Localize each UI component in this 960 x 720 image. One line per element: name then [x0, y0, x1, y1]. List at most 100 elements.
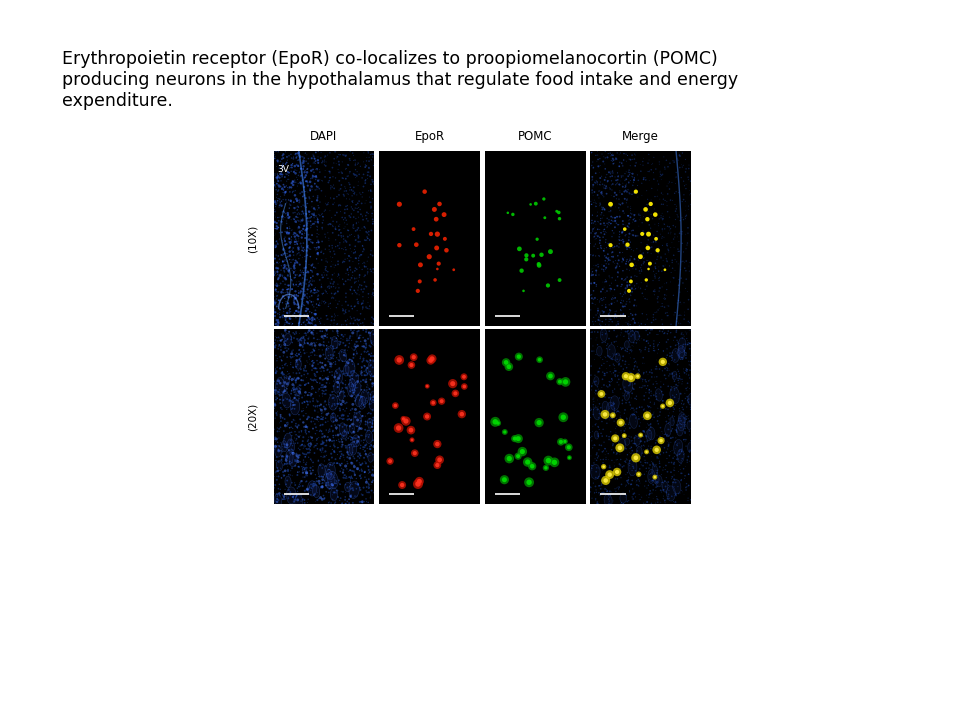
Point: [356, 355, 372, 366]
Point: [332, 224, 348, 235]
Point: [674, 212, 689, 223]
Point: [678, 210, 693, 222]
Point: [658, 293, 673, 305]
Point: [275, 355, 290, 366]
Point: [356, 482, 372, 493]
Point: [589, 145, 605, 157]
Point: [665, 155, 681, 166]
Point: [679, 369, 694, 380]
Point: [665, 406, 681, 418]
Point: [656, 379, 671, 390]
Point: [317, 431, 332, 442]
Point: [588, 481, 603, 492]
Point: [324, 240, 340, 251]
Point: [588, 487, 604, 498]
Point: [657, 223, 672, 235]
Point: [279, 256, 295, 267]
Point: [350, 315, 366, 326]
Point: [626, 449, 641, 460]
Point: [652, 456, 667, 467]
Point: [659, 486, 674, 498]
Point: [301, 276, 317, 287]
Point: [593, 286, 609, 297]
Point: [280, 283, 296, 294]
Point: [667, 384, 683, 396]
Point: [297, 284, 312, 296]
Point: [337, 454, 352, 466]
Point: [515, 446, 530, 457]
Point: [318, 446, 333, 457]
Point: [362, 384, 377, 395]
Point: [268, 285, 283, 297]
Point: [631, 254, 646, 266]
Point: [664, 471, 680, 482]
Point: [608, 306, 623, 318]
Point: [651, 264, 666, 276]
Point: [273, 351, 288, 363]
Point: [518, 250, 534, 261]
Point: [592, 179, 608, 190]
Point: [314, 157, 329, 168]
Point: [336, 410, 351, 421]
Point: [607, 258, 622, 269]
Point: [322, 366, 337, 378]
Point: [651, 305, 666, 316]
Point: [277, 333, 293, 344]
Point: [648, 382, 663, 393]
Point: [681, 163, 696, 174]
Point: [301, 280, 317, 292]
Point: [606, 495, 621, 507]
Point: [651, 452, 666, 464]
Point: [672, 449, 687, 460]
Point: [279, 263, 295, 274]
Point: [274, 335, 289, 346]
Point: [588, 233, 604, 245]
Point: [314, 426, 329, 437]
Point: [332, 478, 348, 490]
Point: [332, 413, 348, 424]
Point: [614, 226, 630, 238]
Point: [277, 146, 293, 158]
Point: [599, 484, 614, 495]
Point: [584, 278, 599, 289]
Point: [289, 159, 304, 171]
Point: [315, 217, 330, 228]
Point: [287, 238, 302, 250]
Point: [679, 352, 694, 364]
Point: [628, 476, 643, 487]
Point: [276, 248, 291, 260]
Point: [309, 433, 324, 444]
Point: [644, 241, 660, 253]
Point: [314, 405, 329, 416]
Point: [292, 279, 307, 290]
Point: [272, 487, 287, 499]
Point: [301, 192, 317, 203]
Point: [302, 283, 318, 294]
Point: [324, 420, 339, 432]
Point: [298, 165, 313, 176]
Point: [304, 364, 320, 376]
Point: [288, 228, 303, 239]
Ellipse shape: [300, 337, 304, 346]
Point: [660, 418, 676, 429]
Point: [654, 386, 669, 397]
Point: [673, 464, 688, 475]
Point: [300, 467, 315, 479]
Point: [585, 346, 600, 357]
Point: [597, 276, 612, 288]
Point: [659, 155, 674, 166]
Point: [318, 261, 333, 272]
Point: [660, 476, 676, 487]
Point: [286, 214, 301, 225]
Ellipse shape: [656, 389, 662, 401]
Point: [364, 336, 379, 347]
Point: [656, 210, 671, 222]
Point: [267, 387, 282, 398]
Point: [345, 423, 360, 434]
Point: [325, 416, 341, 428]
Ellipse shape: [674, 439, 683, 455]
Point: [597, 443, 612, 454]
Point: [586, 249, 601, 261]
Point: [362, 348, 377, 360]
Point: [334, 410, 349, 421]
